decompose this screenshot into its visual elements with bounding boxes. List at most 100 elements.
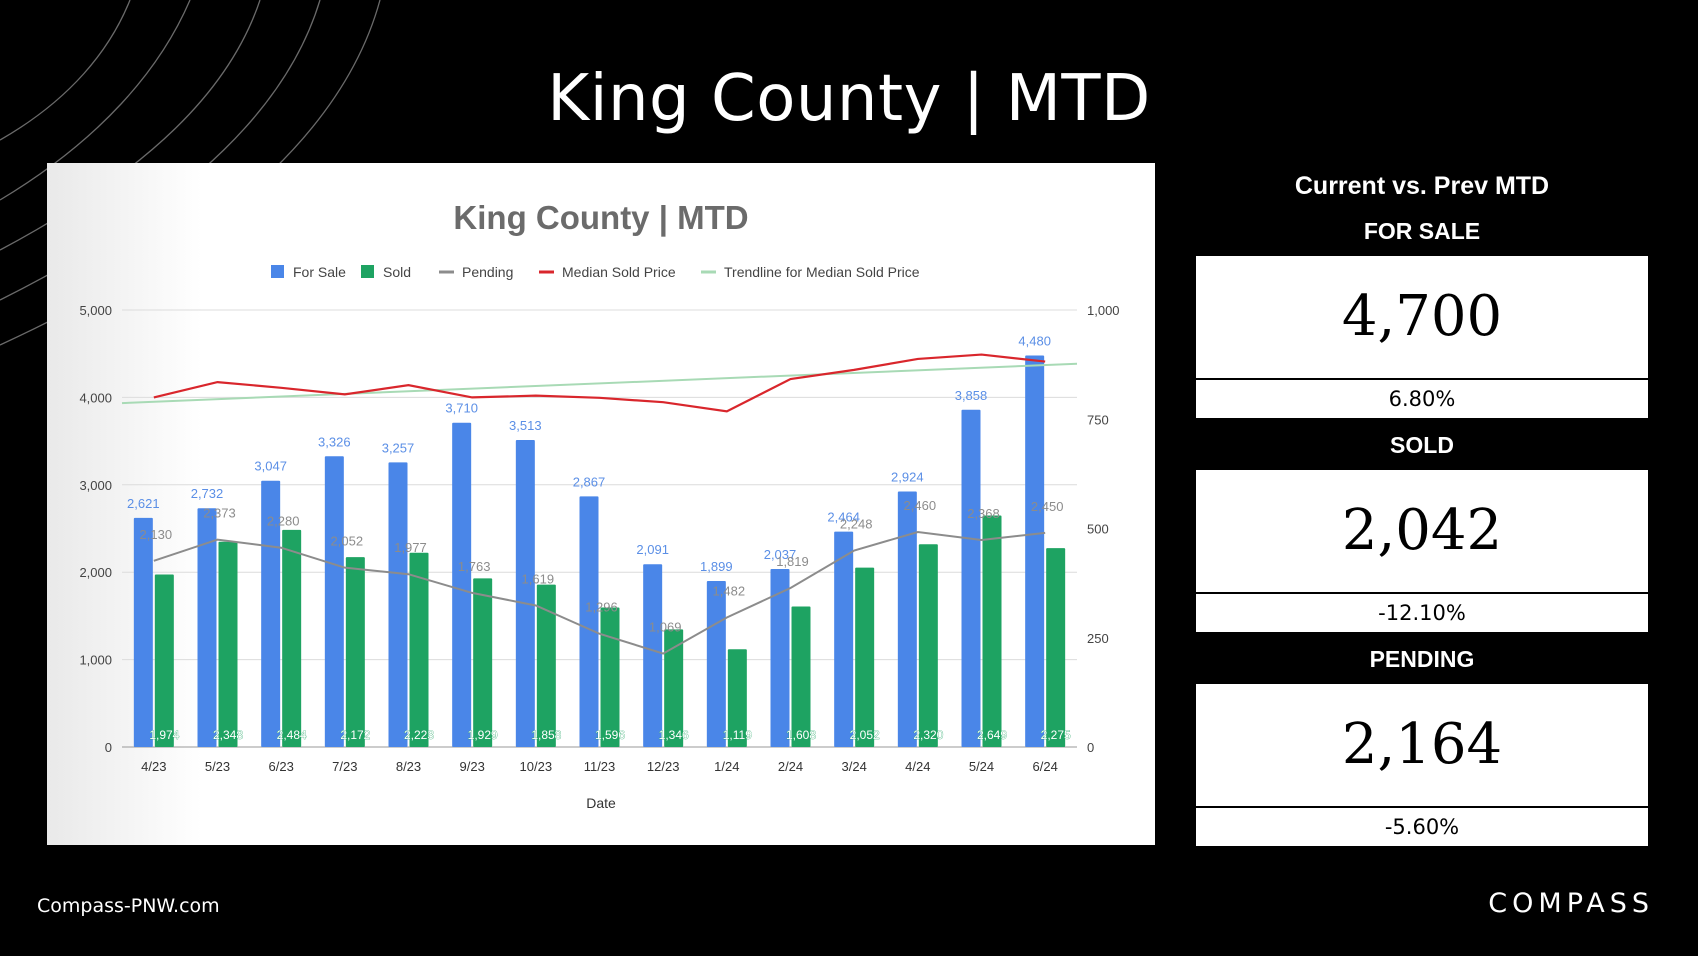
label-pending: 2,450 — [1031, 499, 1064, 514]
label-pending: 2,130 — [140, 527, 173, 542]
metric-card: 2,164 -5.60% — [1196, 684, 1648, 846]
label-sold: 1,858 — [531, 728, 561, 742]
y-tick-label: 5,000 — [79, 303, 112, 318]
y2-tick-label: 1,000 — [1087, 303, 1120, 318]
y2-tick-label: 750 — [1087, 412, 1109, 427]
label-for-sale: 2,091 — [636, 542, 669, 557]
legend-label: Trendline for Median Sold Price — [724, 264, 920, 280]
label-pending: 2,460 — [904, 498, 937, 513]
label-for-sale: 3,513 — [509, 418, 542, 433]
label-pending: 2,280 — [267, 514, 300, 529]
metric-label: PENDING — [1369, 646, 1475, 672]
legend-label: Median Sold Price — [562, 264, 676, 280]
label-sold: 2,649 — [977, 728, 1007, 742]
label-sold: 2,052 — [850, 728, 880, 742]
bar-sold — [791, 606, 811, 747]
x-tick-label: 6/24 — [1033, 759, 1058, 774]
footer-website: Compass-PNW.com — [37, 895, 220, 917]
y2-tick-label: 250 — [1087, 631, 1109, 646]
metric-change: -5.60% — [1384, 815, 1460, 839]
combo-chart: King County | MTD For Sale Sold Pending Med… — [79, 199, 1120, 811]
label-pending: 1,482 — [713, 583, 746, 598]
bar-for-sale — [452, 422, 472, 747]
label-pending: 1,296 — [585, 600, 618, 615]
legend-label: For Sale — [293, 264, 346, 280]
metric-card: 4,700 6.80% — [1196, 256, 1648, 418]
metric-change: -12.10% — [1378, 601, 1466, 625]
label-for-sale: 3,257 — [382, 440, 415, 455]
label-sold: 2,320 — [913, 728, 943, 742]
bar-sold — [409, 552, 429, 747]
bar-sold — [918, 544, 938, 747]
bar-for-sale — [706, 581, 726, 747]
bar-sold — [536, 584, 556, 747]
label-sold: 2,223 — [404, 728, 434, 742]
legend-item: Median Sold Price — [539, 264, 676, 280]
label-pending: 2,368 — [967, 506, 1000, 521]
legend-item: Pending — [439, 264, 513, 280]
metric-change: 6.80% — [1388, 387, 1456, 411]
bar-for-sale — [324, 456, 344, 747]
metric-value: 4,700 — [1196, 256, 1648, 380]
bar-sold — [664, 629, 684, 747]
x-tick-label: 4/24 — [905, 759, 930, 774]
y2-tick-label: 500 — [1087, 522, 1109, 537]
slide-title: King County | MTD — [547, 62, 1151, 136]
label-pending: 1,069 — [649, 620, 682, 635]
chart-lines — [121, 353, 1078, 655]
chart-legend: For Sale Sold Pending Median Sold Price Tren… — [271, 264, 920, 280]
label-for-sale: 3,047 — [254, 459, 287, 474]
x-tick-label: 11/23 — [584, 759, 616, 774]
label-for-sale: 2,464 — [827, 510, 860, 525]
bar-for-sale — [133, 517, 153, 747]
metric-sold: SOLD 2,042 -12.10% — [1196, 430, 1648, 632]
bar-sold — [154, 574, 174, 747]
label-pending: 2,052 — [331, 534, 364, 549]
metric-label: SOLD — [1390, 432, 1454, 458]
bar-for-sale — [897, 491, 917, 747]
bar-for-sale — [579, 496, 599, 747]
label-pending: 1,977 — [394, 540, 427, 555]
label-pending: 1,819 — [776, 554, 809, 569]
label-sold: 2,348 — [213, 728, 243, 742]
x-tick-label: 12/23 — [647, 759, 680, 774]
x-tick-label: 5/23 — [205, 759, 230, 774]
label-for-sale: 4,480 — [1018, 333, 1051, 348]
metric-pending: PENDING 2,164 -5.60% — [1196, 644, 1648, 846]
label-for-sale: 2,867 — [573, 474, 606, 489]
label-sold: 1,608 — [786, 728, 816, 742]
chart-title: King County | MTD — [453, 199, 748, 236]
legend-label: Pending — [462, 264, 513, 280]
x-tick-label: 2/24 — [778, 759, 803, 774]
y-tick-label: 0 — [105, 740, 112, 755]
bar-sold — [855, 567, 875, 747]
bar-for-sale — [643, 564, 663, 747]
chart-bars — [133, 355, 1066, 747]
line-pending — [153, 530, 1046, 655]
bar-for-sale — [515, 439, 535, 747]
x-tick-label: 8/23 — [396, 759, 421, 774]
label-for-sale: 2,924 — [891, 469, 924, 484]
label-pending: 1,763 — [458, 559, 491, 574]
bar-sold — [282, 529, 302, 747]
bar-for-sale — [961, 409, 981, 747]
metric-value: 2,042 — [1196, 470, 1648, 594]
x-tick-label: 3/24 — [842, 759, 867, 774]
y-tick-label: 1,000 — [79, 653, 112, 668]
comparison-panel: Current vs. Prev MTD FOR SALE 4,700 6.80… — [1196, 170, 1648, 846]
metric-for-sale: FOR SALE 4,700 6.80% — [1196, 216, 1648, 418]
comparison-heading: Current vs. Prev MTD — [1294, 172, 1550, 200]
bar-sold — [1046, 548, 1066, 747]
x-tick-label: 7/23 — [332, 759, 357, 774]
bar-sold — [600, 607, 620, 747]
x-axis-title: Date — [586, 795, 616, 811]
label-for-sale: 3,858 — [955, 388, 988, 403]
x-tick-label: 6/23 — [269, 759, 294, 774]
bar-sold — [473, 578, 493, 747]
compass-logo: COMPASS — [1488, 888, 1654, 919]
label-for-sale: 1,899 — [700, 559, 733, 574]
line-median-sold-price — [153, 353, 1046, 413]
label-pending: 2,248 — [840, 517, 873, 532]
chart-data-labels: 2,621 1,974 2,130 2,732 2,348 2,373 3,047 2,484… — [127, 333, 1071, 742]
label-sold: 1,119 — [723, 728, 752, 742]
